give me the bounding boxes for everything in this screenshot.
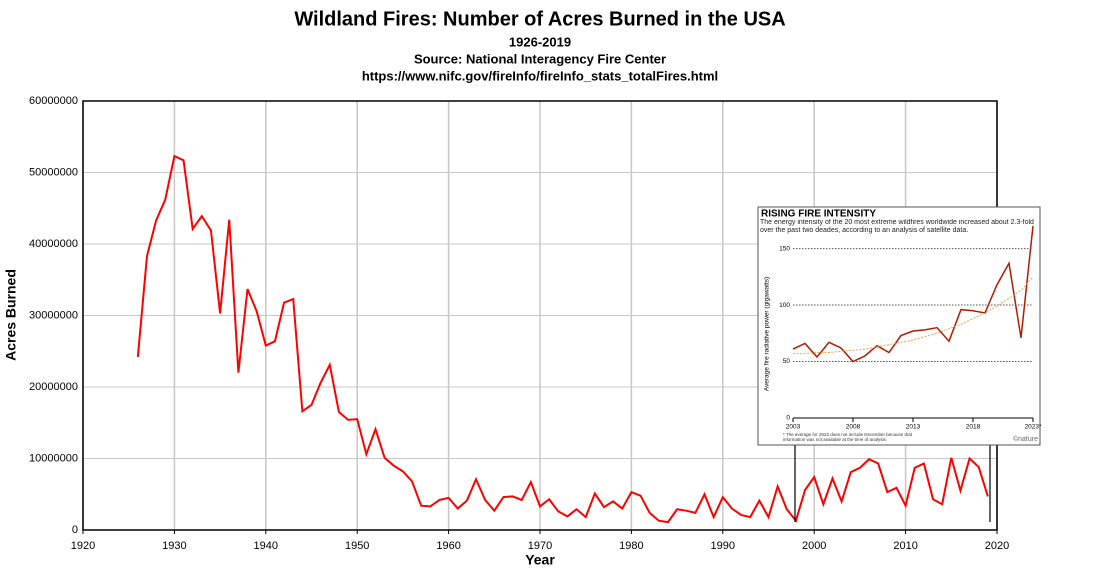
- x-tick-label: 2003: [786, 424, 801, 431]
- x-tick-label: 2020: [985, 540, 1009, 552]
- chart-title: Wildland Fires: Number of Acres Burned i…: [294, 8, 785, 30]
- chart-source: Source: National Interagency Fire Center: [414, 51, 666, 66]
- inset-credit: ©nature: [1013, 435, 1038, 443]
- x-tick-label: 1990: [711, 540, 735, 552]
- inset-subtitle-box: The energy intensity of the 20 most extr…: [760, 219, 1034, 234]
- y-tick-label: 10000000: [29, 452, 78, 464]
- inset-footnote: * The average for 2023 does not include …: [783, 432, 913, 442]
- x-tick-label: 1980: [619, 540, 643, 552]
- inset-title: RISING FIRE INTENSITY: [761, 209, 876, 220]
- inset-frame: [757, 206, 1041, 446]
- y-tick-label: 0: [786, 415, 790, 422]
- x-tick-label: 1970: [528, 540, 552, 552]
- x-tick-label: 2018: [966, 424, 981, 431]
- x-tick-label: 2023*: [1025, 424, 1042, 431]
- y-tick-label: 150: [779, 245, 790, 252]
- inset-subtitle: The energy intensity of the 20 most extr…: [760, 219, 1034, 234]
- y-tick-label: 40000000: [29, 238, 78, 250]
- x-tick-label: 1950: [345, 540, 369, 552]
- x-tick-label: 1960: [436, 540, 460, 552]
- x-tick-label: 2013: [906, 424, 921, 431]
- x-tick-label: 1920: [71, 540, 95, 552]
- x-tick-label: 1940: [254, 540, 278, 552]
- y-axis-label: Acres Burned: [3, 269, 19, 361]
- y-tick-label: 30000000: [29, 309, 78, 321]
- y-tick-label: 0: [72, 524, 78, 536]
- x-axis-label: Year: [525, 552, 555, 568]
- inset-footnote-box: * The average for 2023 does not include …: [783, 432, 913, 442]
- data-line: [136, 154, 989, 524]
- data-line: [793, 276, 1034, 355]
- y-tick-label: 50000000: [29, 166, 78, 178]
- y-tick-label: 20000000: [29, 381, 78, 393]
- x-tick-label: 2010: [893, 540, 917, 552]
- chart-subtitle: 1926-2019: [509, 34, 571, 49]
- y-tick-label: 100: [779, 302, 790, 309]
- y-tick-label: 60000000: [29, 95, 78, 107]
- x-tick-label: 1930: [162, 540, 186, 552]
- inset-y-label: Average fire radiative power (gigawatts): [764, 277, 771, 391]
- data-line: [792, 225, 1034, 363]
- chart-url: https://www.nifc.gov/fireInfo/fireInfo_s…: [362, 68, 718, 83]
- x-tick-label: 2008: [846, 424, 861, 431]
- inset-plot: 0 50 100 150 2003 2008 2013 2018 2023*: [779, 225, 1042, 431]
- y-tick-label: 50: [783, 358, 791, 365]
- x-tick-label: 2000: [802, 540, 826, 552]
